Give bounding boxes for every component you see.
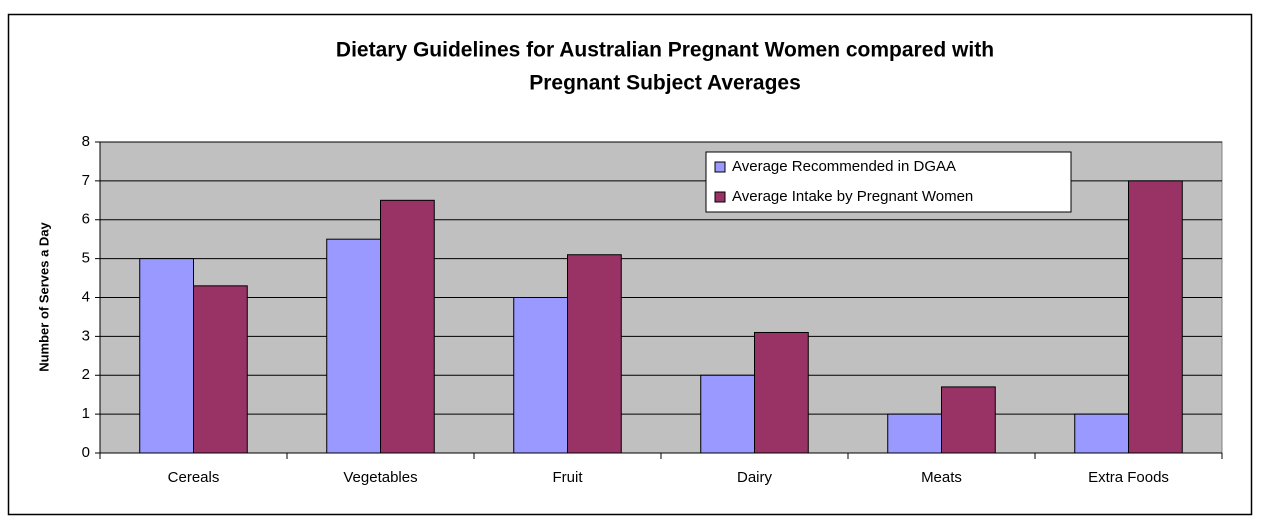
bar (1074, 413, 1130, 454)
bar (941, 386, 996, 454)
bar (700, 374, 755, 454)
y-tick-label: 7 (82, 172, 90, 189)
bar (193, 285, 248, 454)
y-tick-label: 2 (82, 366, 90, 383)
legend-box (705, 151, 1072, 213)
bar (567, 254, 622, 454)
legend-label: Average Intake by Pregnant Women (732, 188, 973, 205)
y-tick-label: 6 (82, 211, 90, 228)
bar (326, 238, 381, 454)
bar (1128, 180, 1183, 454)
legend-swatch (714, 191, 726, 203)
bar (139, 258, 195, 454)
bar (754, 331, 809, 454)
y-tick-label: 8 (82, 133, 90, 150)
x-tick-label: Dairy (737, 469, 773, 486)
bar (887, 413, 942, 454)
bar (380, 199, 435, 454)
legend-label: Average Recommended in DGAA (732, 158, 956, 175)
bar (513, 297, 568, 454)
x-tick-label: Meats (921, 469, 962, 486)
y-tick-label: 5 (82, 250, 90, 267)
chart-title: Dietary Guidelines for Australian Pregna… (336, 39, 994, 62)
chart-title: Pregnant Subject Averages (529, 72, 801, 95)
y-tick-label: 0 (82, 444, 90, 461)
x-tick-label: Extra Foods (1088, 469, 1169, 486)
y-tick-label: 1 (82, 405, 90, 422)
x-tick-label: Vegetables (343, 469, 417, 486)
x-tick-label: Cereals (168, 469, 220, 486)
y-axis-label: Number of Serves a Day (36, 221, 51, 371)
y-tick-label: 4 (82, 288, 90, 305)
x-tick-label: Fruit (553, 469, 584, 486)
y-tick-label: 3 (82, 327, 90, 344)
legend-swatch (714, 161, 726, 173)
